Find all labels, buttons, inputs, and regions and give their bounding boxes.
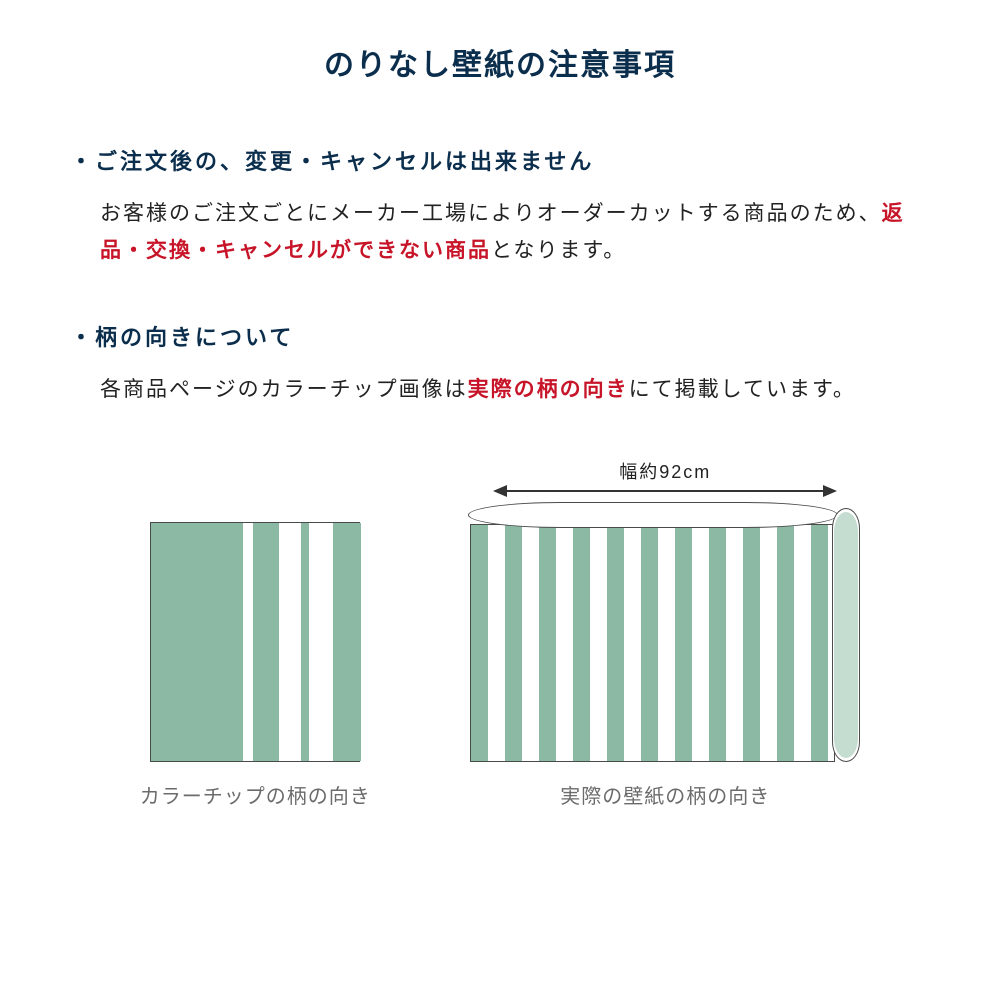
diagram-wallpaper-roll: 幅約92cm 実際の壁紙の柄の向き	[470, 458, 860, 809]
section1-pre: お客様のご注文ごとにメーカー工場によりオーダーカットする商品のため、	[100, 202, 882, 225]
roll-caption: 実際の壁紙の柄の向き	[560, 780, 770, 809]
width-label: 幅約92cm	[619, 458, 711, 484]
diagrams-row: カラーチップの柄の向き 幅約92cm 実際の壁紙の柄の向き	[70, 458, 930, 809]
width-arrow	[495, 490, 835, 492]
section1-post: となります。	[491, 239, 626, 262]
section2-pre: 各商品ページのカラーチップ画像は	[100, 378, 468, 401]
page-title: のりなし壁紙の注意事項	[70, 40, 930, 84]
color-chip-swatch	[150, 522, 360, 762]
section-pattern-direction: ・柄の向きについて 各商品ページのカラーチップ画像は実際の柄の向きにて掲載してい…	[70, 320, 930, 409]
section1-heading: ・ご注文後の、変更・キャンセルは出来ません	[70, 144, 930, 176]
diagram-color-chip: カラーチップの柄の向き	[140, 468, 371, 809]
section2-heading: ・柄の向きについて	[70, 320, 930, 352]
wallpaper-roll	[470, 502, 860, 762]
section2-highlight: 実際の柄の向き	[468, 378, 629, 401]
section2-body: 各商品ページのカラーチップ画像は実際の柄の向きにて掲載しています。	[70, 372, 930, 409]
section2-post: にて掲載しています。	[629, 378, 856, 401]
section-cancellation: ・ご注文後の、変更・キャンセルは出来ません お客様のご注文ごとにメーカー工場によ…	[70, 144, 930, 270]
chip-caption: カラーチップの柄の向き	[140, 780, 371, 809]
section1-body: お客様のご注文ごとにメーカー工場によりオーダーカットする商品のため、返品・交換・…	[70, 196, 930, 270]
